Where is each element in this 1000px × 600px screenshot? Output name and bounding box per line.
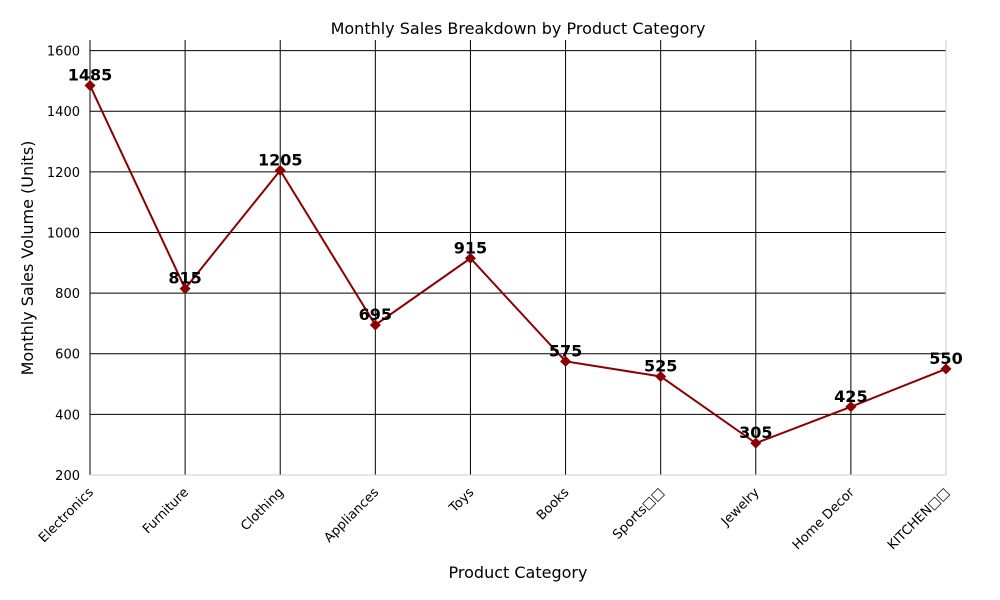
data-label: 915 [454,238,487,257]
series-markers [84,79,952,449]
y-axis-title: Monthly Sales Volume (Units) [18,141,37,376]
data-label: 695 [359,305,392,324]
y-tick-label: 1000 [47,226,80,241]
data-point-marker [464,252,476,264]
y-tick-label: 800 [55,287,80,302]
chart-title: Monthly Sales Breakdown by Product Categ… [331,19,706,38]
data-label: 575 [549,341,582,360]
data-label: 1485 [68,65,113,84]
y-tick-label: 400 [55,408,80,423]
y-tick-label: 1400 [47,105,80,120]
data-label: 550 [929,349,962,368]
data-point-marker [655,370,667,382]
grid [89,40,947,475]
x-axis-title: Product Category [449,563,588,582]
data-label: 525 [644,356,677,375]
data-point-marker [369,319,381,331]
y-tick-label: 1600 [47,45,80,60]
data-point-marker [750,437,762,449]
data-point-marker [845,401,857,413]
y-tick-label: 1200 [47,166,80,181]
data-label: 1205 [258,150,303,169]
data-point-marker [179,283,191,295]
y-tick-label: 600 [55,348,80,363]
series-polyline [89,85,947,445]
data-point-marker [274,164,286,176]
data-label: 305 [739,423,772,442]
y-tick-label: 200 [55,469,80,484]
data-point-marker [940,363,952,375]
series-line [89,85,947,445]
data-point-marker [84,79,96,91]
data-label: 425 [834,387,867,406]
data-labels: 1485 815 1205 695 915 575 525 305 425 550 [68,65,963,442]
data-label: 815 [168,269,201,288]
data-point-marker [560,355,572,367]
